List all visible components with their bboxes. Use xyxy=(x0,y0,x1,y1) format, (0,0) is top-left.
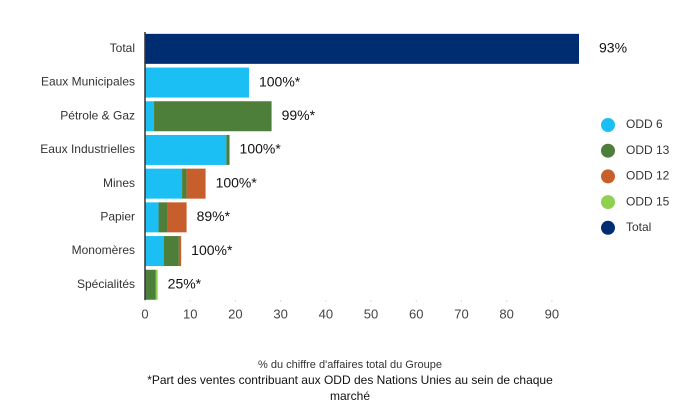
legend-swatch xyxy=(601,169,615,184)
x-tick-label: 30 xyxy=(273,306,287,321)
legend-swatch xyxy=(601,220,615,235)
y-tick-label: Pétrole & Gaz xyxy=(60,108,135,122)
bar-segment xyxy=(163,236,179,267)
x-tick-label: 60 xyxy=(409,306,423,321)
bar-segment xyxy=(158,202,168,233)
y-tick-label: Eaux Industrielles xyxy=(40,142,135,156)
legend-label: ODD 15 xyxy=(626,194,670,208)
annotation: 100%* xyxy=(240,141,282,157)
legend-swatch xyxy=(601,195,615,210)
y-tick-label: Mines xyxy=(103,176,135,190)
annotation: 25%* xyxy=(168,275,202,291)
x-tick-label: 40 xyxy=(319,306,333,321)
bar-segment xyxy=(186,168,206,199)
note: marché xyxy=(330,389,370,403)
bar-segment xyxy=(145,236,164,267)
note: *Part des ventes contribuant aux ODD des… xyxy=(147,373,553,387)
y-tick-label: Total xyxy=(110,41,135,55)
annotation: 93% xyxy=(599,40,627,56)
bar-segment xyxy=(145,33,579,64)
x-tick-label: 80 xyxy=(499,306,513,321)
y-tick-label: Spécialités xyxy=(77,277,135,291)
y-tick-label: Papier xyxy=(100,210,135,224)
legend-label: ODD 6 xyxy=(626,117,663,131)
bar-segment xyxy=(145,269,156,300)
bar-segment xyxy=(145,202,159,233)
legend-swatch xyxy=(601,143,615,158)
y-tick-label: Monomères xyxy=(72,243,135,257)
legend-swatch xyxy=(601,118,615,132)
annotation: 100%* xyxy=(216,174,258,190)
bar-segment xyxy=(167,202,187,233)
bar-segment xyxy=(145,101,155,132)
x-tick-label: 70 xyxy=(454,306,468,321)
annotation: 99%* xyxy=(282,107,316,123)
legend-label: ODD 12 xyxy=(626,169,670,183)
x-tick-label: 20 xyxy=(228,306,242,321)
x-tick-label: 50 xyxy=(364,306,378,321)
bar-segment xyxy=(178,236,182,267)
legend-label: Total xyxy=(626,220,651,234)
bar-segment xyxy=(145,67,249,98)
x-tick-label: 10 xyxy=(183,306,197,321)
x-axis-label: % du chiffre d'affaires total du Groupe xyxy=(258,359,442,371)
annotation: 89%* xyxy=(197,208,231,224)
bar-segment xyxy=(226,134,230,165)
x-tick-label: 0 xyxy=(141,306,148,321)
bar-segment xyxy=(154,101,272,132)
legend-label: ODD 13 xyxy=(626,143,670,157)
bar-segment xyxy=(182,168,187,199)
annotation: 100%* xyxy=(259,73,301,89)
annotation: 100%* xyxy=(191,242,233,258)
bar-segment xyxy=(155,269,158,300)
bar-segment xyxy=(145,168,183,199)
bar-segment xyxy=(145,134,227,165)
x-tick-label: 90 xyxy=(545,306,559,321)
y-tick-label: Eaux Municipales xyxy=(41,75,135,89)
